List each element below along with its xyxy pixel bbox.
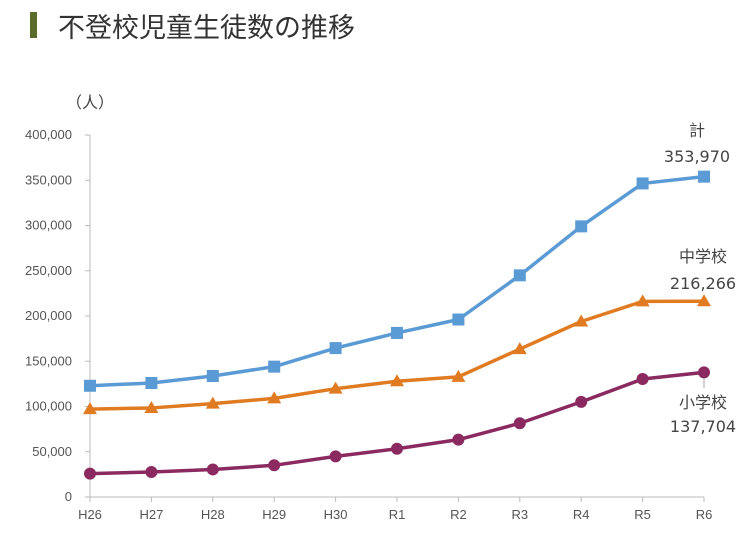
- x-tick-label: H28: [201, 507, 225, 522]
- y-tick-label: 400,000: [25, 127, 72, 142]
- y-tick-label: 300,000: [25, 218, 72, 233]
- series-1: [83, 294, 711, 415]
- data-point-circle: [391, 442, 403, 455]
- y-tick-label: 250,000: [25, 263, 72, 278]
- data-point-square: [636, 177, 649, 190]
- data-point-square: [698, 170, 710, 183]
- data-point-triangle: [205, 396, 220, 409]
- title-accent-bar: [30, 12, 37, 38]
- data-point-circle: [698, 366, 710, 379]
- data-point-square: [84, 379, 96, 392]
- x-tick-label: H27: [139, 507, 163, 522]
- data-point-circle: [206, 463, 219, 476]
- data-point-triangle: [697, 294, 711, 307]
- series-end-value-junior-high: 216,266: [670, 274, 736, 293]
- data-point-circle: [452, 433, 465, 446]
- data-point-triangle: [635, 294, 650, 307]
- data-point-square: [145, 376, 158, 389]
- x-tick-label: H26: [78, 507, 102, 522]
- x-tick-label: R3: [511, 507, 528, 522]
- x-tick-label: R2: [450, 507, 467, 522]
- data-point-square: [452, 313, 465, 326]
- x-tick-label: R1: [389, 507, 406, 522]
- series-name-total: 計: [689, 121, 705, 140]
- data-point-triangle: [267, 391, 282, 404]
- page-title: 不登校児童生徒数の推移: [58, 13, 355, 44]
- data-point-circle: [329, 450, 342, 463]
- series-line: [89, 299, 705, 411]
- series-name-elementary: 小学校: [679, 393, 727, 412]
- x-tick-label: H30: [324, 507, 348, 522]
- data-point-triangle: [512, 342, 527, 355]
- data-point-square: [206, 370, 219, 383]
- series-line: [89, 370, 705, 476]
- x-tick-label: H29: [262, 507, 286, 522]
- y-tick-label: 150,000: [25, 353, 72, 368]
- series-end-value-total: 353,970: [664, 147, 730, 166]
- series-line: [89, 174, 705, 388]
- data-point-triangle: [328, 381, 343, 394]
- data-point-square: [268, 360, 281, 373]
- data-point-square: [391, 326, 403, 339]
- x-tick-label: R5: [634, 507, 651, 522]
- series-2: [84, 366, 710, 480]
- y-tick-label: 0: [65, 489, 72, 504]
- y-axis-label: （人）: [66, 93, 114, 112]
- data-point-square: [329, 342, 342, 355]
- data-point-triangle: [144, 400, 159, 413]
- series-end-value-elementary: 137,704: [670, 417, 736, 436]
- y-tick-label: 50,000: [32, 444, 72, 459]
- x-tick-label: R6: [696, 507, 713, 522]
- data-point-square: [575, 220, 588, 233]
- data-point-triangle: [574, 314, 589, 327]
- y-tick-label: 200,000: [25, 308, 72, 323]
- series-0: [84, 170, 710, 392]
- data-point-circle: [84, 467, 96, 480]
- data-point-circle: [575, 395, 588, 408]
- data-point-circle: [636, 373, 649, 386]
- data-point-circle: [513, 417, 526, 430]
- x-tick-label: R4: [573, 507, 590, 522]
- data-point-triangle: [451, 369, 466, 382]
- data-point-circle: [268, 459, 281, 472]
- data-point-triangle: [83, 402, 97, 415]
- series-name-junior-high: 中学校: [679, 247, 727, 266]
- y-tick-label: 350,000: [25, 172, 72, 187]
- data-point-square: [513, 269, 526, 282]
- y-tick-label: 100,000: [25, 399, 72, 414]
- data-point-triangle: [390, 374, 404, 387]
- data-point-circle: [145, 466, 158, 479]
